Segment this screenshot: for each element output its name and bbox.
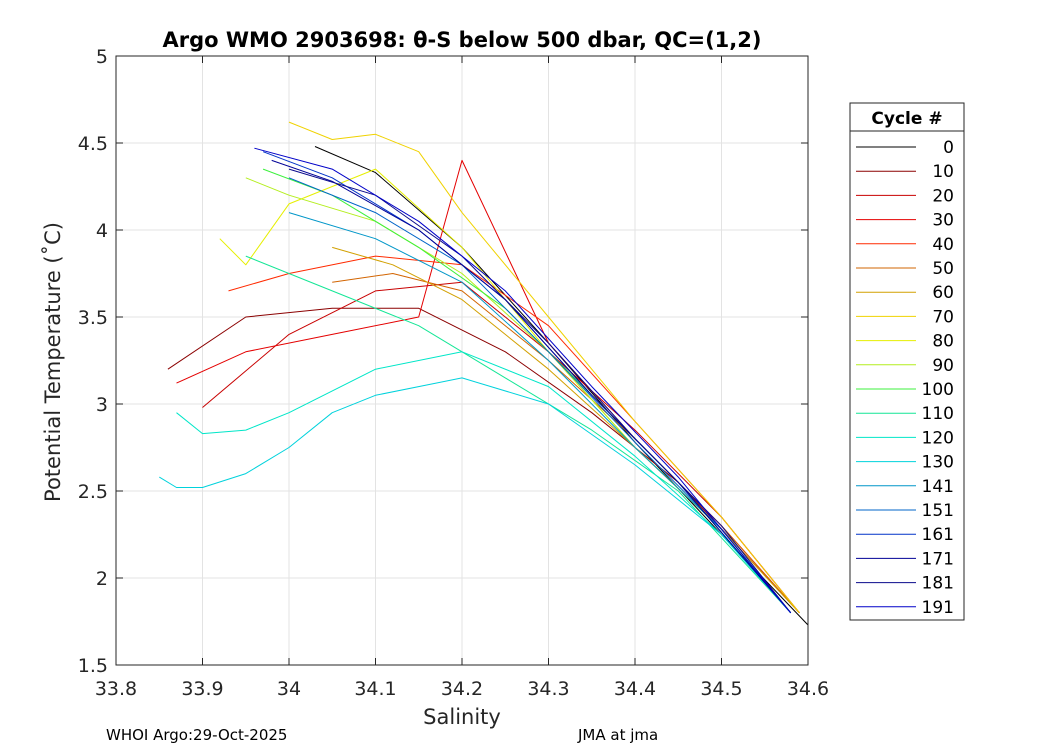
legend-label: 141 bbox=[922, 477, 954, 497]
legend-label: 151 bbox=[922, 501, 954, 521]
x-axis-label: Salinity bbox=[423, 705, 501, 729]
legend-label: 20 bbox=[932, 186, 954, 206]
x-tick-label: 34.3 bbox=[527, 678, 569, 700]
legend-label: 10 bbox=[932, 162, 954, 182]
y-tick-label: 1.5 bbox=[78, 655, 108, 677]
series-lines bbox=[159, 121, 809, 626]
legend-label: 110 bbox=[922, 404, 954, 424]
y-tick-label: 3.5 bbox=[78, 307, 108, 329]
footer-source: WHOI Argo:29-Oct-2025 bbox=[106, 726, 288, 744]
chart-title: Argo WMO 2903698: θ-S below 500 dbar, QC… bbox=[163, 28, 762, 52]
series-line-cycle-70 bbox=[288, 121, 800, 614]
series-line-cycle-50 bbox=[332, 273, 800, 614]
legend-entries: 0 10 20 30 40 50 60 70 80 90 100 110 120 130 141 151 161… bbox=[856, 138, 954, 618]
x-tick-label: 34.2 bbox=[441, 678, 483, 700]
legend-label: 40 bbox=[932, 235, 954, 255]
legend-label: 100 bbox=[922, 380, 954, 400]
legend-label: 80 bbox=[932, 332, 954, 352]
y-axis-ticks: 1.5 2 2.5 3 3.5 4 4.5 5 bbox=[78, 46, 808, 677]
series-line-cycle-151 bbox=[288, 177, 792, 614]
y-tick-label: 3 bbox=[96, 394, 108, 416]
legend-title: Cycle # bbox=[871, 109, 942, 129]
legend-label: 130 bbox=[922, 453, 954, 473]
legend-label: 181 bbox=[922, 574, 954, 594]
series-line-cycle-141 bbox=[288, 212, 792, 614]
series-line-cycle-171 bbox=[271, 159, 792, 614]
series-line-cycle-30 bbox=[176, 159, 800, 614]
legend: Cycle # 0 10 20 30 40 50 60 70 80 90 100 110 120 130 1… bbox=[849, 102, 965, 621]
x-axis-ticks: 33.8 33.9 34 34.1 34.2 34.3 34.4 34.5 34.6 bbox=[95, 56, 829, 700]
legend-label: 50 bbox=[932, 259, 954, 279]
y-tick-label: 4.5 bbox=[78, 133, 108, 155]
x-tick-label: 34.4 bbox=[614, 678, 656, 700]
x-tick-label: 33.9 bbox=[181, 678, 223, 700]
y-axis-label: Potential Temperature (˚C) bbox=[41, 222, 65, 502]
series-line-cycle-161 bbox=[262, 151, 792, 614]
series-line-cycle-120 bbox=[176, 351, 792, 614]
series-line-cycle-191 bbox=[254, 147, 792, 614]
legend-label: 70 bbox=[932, 307, 954, 327]
legend-label: 171 bbox=[922, 549, 954, 569]
footer-operator: JMA at jma bbox=[578, 726, 659, 744]
legend-label: 161 bbox=[922, 525, 954, 545]
series-line-cycle-20 bbox=[202, 281, 800, 614]
y-tick-label: 5 bbox=[96, 46, 108, 68]
grid bbox=[115, 55, 809, 666]
series-line-cycle-130 bbox=[159, 377, 792, 614]
legend-label: 0 bbox=[943, 138, 954, 158]
y-tick-label: 2.5 bbox=[78, 481, 108, 503]
x-tick-label: 33.8 bbox=[95, 678, 137, 700]
y-tick-label: 4 bbox=[96, 220, 108, 242]
x-tick-label: 34.1 bbox=[354, 678, 396, 700]
legend-label: 191 bbox=[922, 598, 954, 618]
legend-label: 60 bbox=[932, 283, 954, 303]
y-tick-label: 2 bbox=[96, 568, 108, 590]
x-tick-label: 34.6 bbox=[787, 678, 829, 700]
legend-label: 120 bbox=[922, 428, 954, 448]
series-line-cycle-10 bbox=[167, 307, 800, 614]
legend-label: 90 bbox=[932, 356, 954, 376]
series-line-cycle-60 bbox=[332, 246, 800, 614]
x-tick-label: 34.5 bbox=[700, 678, 742, 700]
legend-label: 30 bbox=[932, 211, 954, 231]
series-line-cycle-110 bbox=[245, 255, 792, 614]
series-line-cycle-0 bbox=[314, 146, 809, 626]
x-tick-label: 34 bbox=[277, 678, 301, 700]
